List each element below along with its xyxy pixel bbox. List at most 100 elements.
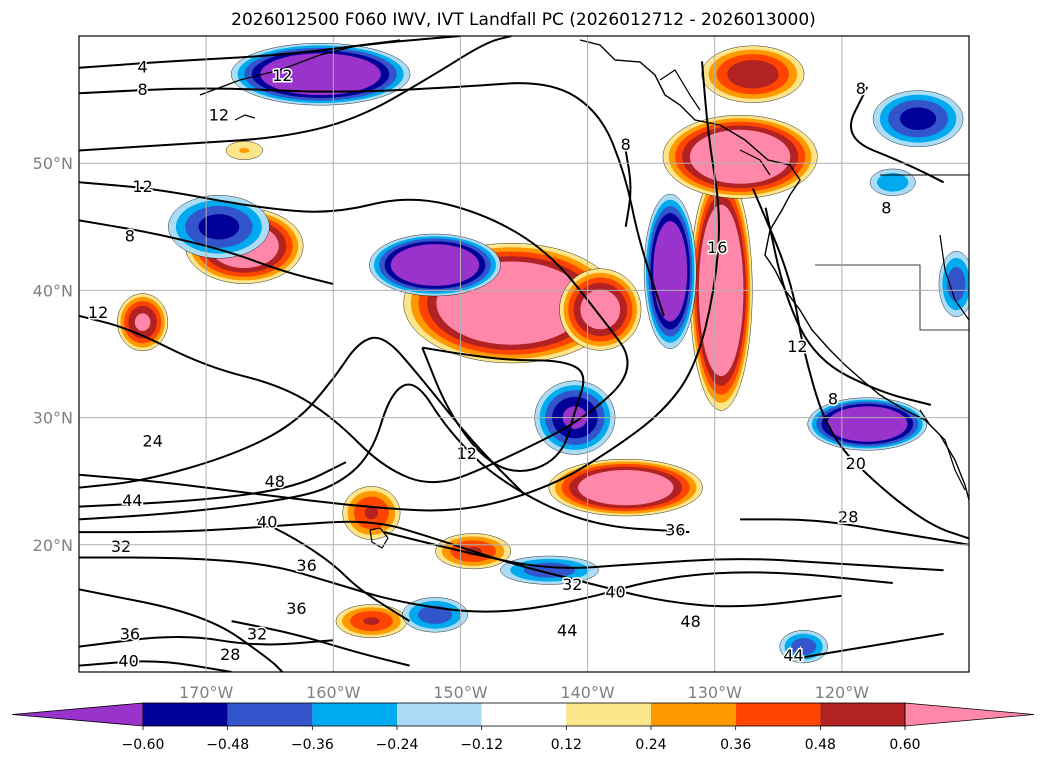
contour-label-18: 20 (846, 454, 866, 473)
contour-label-1: 8 (138, 80, 148, 99)
contour-label-4: 8 (621, 135, 631, 154)
contour-label-2: 12 (272, 66, 292, 85)
colorbar-label-6: 0.24 (635, 737, 666, 753)
contour-label-29: 32 (247, 625, 267, 644)
colorbar-bin-0 (143, 703, 228, 726)
field-patch-12-4 (390, 244, 480, 286)
colorbar-bin-6 (651, 703, 736, 726)
field-patch-16-3 (198, 214, 240, 240)
contour-label-31: 44 (783, 646, 803, 665)
iwv-field (117, 42, 969, 664)
contour-label-26: 48 (680, 612, 700, 631)
y-tick-label-1: 40°N (33, 281, 73, 300)
colorbar-bin-8 (820, 703, 905, 726)
colorbar-bin-3 (397, 703, 482, 726)
field-patch-19-3 (900, 107, 937, 130)
x-tick-label-5: 120°W (815, 683, 870, 702)
contour-label-6: 8 (125, 227, 135, 246)
field-patch-13-4 (260, 53, 381, 96)
field-patch-15-4 (827, 406, 908, 442)
colorbar: −0.60 −0.48 −0.36 −0.24 −0.12 0.12 0.24 0.36 0.4… (11, 702, 1035, 753)
contour-line-13 (256, 518, 411, 622)
colorbar-label-2: −0.36 (291, 737, 334, 753)
contour-line-17 (79, 588, 284, 672)
contour-label-11: 12 (787, 337, 807, 356)
contour-label-13: 24 (143, 431, 163, 450)
field-patch-11-1 (239, 148, 250, 153)
field-patch-10-3 (727, 59, 779, 89)
contour-line-23 (421, 346, 585, 473)
colorbar-label-0: −0.60 (122, 737, 165, 753)
contour-line-11 (383, 531, 944, 572)
colorbar-label-9: 0.60 (889, 737, 920, 753)
contour-line-14 (231, 620, 410, 667)
colorbar-bin-2 (312, 703, 397, 726)
contour-line-22 (850, 86, 945, 184)
field-patch-14-4 (653, 221, 688, 322)
contour-label-3: 12 (209, 106, 229, 125)
field-patch-20-2 (947, 266, 966, 302)
field-patch-3-4 (689, 129, 791, 184)
contour-line-4 (79, 219, 334, 285)
contour-line-9 (79, 461, 347, 508)
field-patch-1-4 (580, 289, 621, 330)
chart-title: 2026012500 F060 IWV, IVT Landfall PC (20… (231, 10, 816, 30)
contour-line-1 (79, 82, 665, 317)
contour-line-5 (624, 150, 632, 227)
contour-label-8: 16 (707, 238, 727, 257)
contour-label-28: 36 (120, 625, 140, 644)
field-patch-21-1 (877, 173, 909, 192)
contour-label-23: 32 (562, 575, 582, 594)
contour-line-21 (790, 632, 944, 661)
contour-line-8 (79, 383, 690, 534)
contour-label-5: 12 (132, 177, 152, 196)
y-tick-label-0: 50°N (33, 154, 73, 173)
colorbar-extend-max (904, 702, 1035, 727)
map-frame (78, 35, 970, 673)
contour-line-18 (740, 518, 969, 546)
contour-line-12 (79, 556, 893, 613)
contour-label-14: 12 (457, 444, 477, 463)
colorbar-extend-min (11, 702, 144, 727)
contour-label-16: 44 (122, 491, 142, 510)
contour-label-19: 28 (838, 508, 858, 527)
contour-label-9: 8 (856, 79, 866, 98)
colorbar-label-3: −0.24 (376, 737, 419, 753)
contour-label-27: 44 (557, 621, 577, 640)
ivt-contours: 4812128128121688128241248444020283632363… (79, 36, 969, 672)
field-patch-4-4 (578, 470, 674, 506)
contour-label-17: 40 (257, 513, 277, 532)
y-tick-label-3: 20°N (33, 536, 73, 555)
colorbar-bin-7 (735, 703, 821, 726)
field-patch-6-4 (134, 313, 151, 332)
contour-label-30: 28 (220, 645, 240, 664)
contour-label-0: 4 (138, 57, 148, 76)
contour-label-10: 8 (881, 199, 891, 218)
colorbar-label-7: 0.36 (720, 737, 751, 753)
contour-label-21: 32 (111, 537, 131, 556)
contour-label-20: 36 (665, 520, 685, 539)
colorbar-label-5: 0.12 (551, 737, 582, 753)
contour-line-19 (751, 188, 969, 540)
contour-label-12: 8 (828, 389, 838, 408)
contour-label-24: 40 (605, 583, 625, 602)
colorbar-frame (142, 702, 906, 727)
contour-label-32: 40 (118, 651, 138, 670)
contour-label-7: 12 (88, 303, 108, 322)
colorbar-bin-4 (481, 703, 567, 726)
colorbar-label-4: −0.12 (460, 737, 503, 753)
contour-line-15 (79, 636, 334, 648)
x-tick-label-3: 140°W (560, 683, 615, 702)
x-tick-label-4: 130°W (688, 683, 743, 702)
contour-line-10 (79, 520, 843, 608)
y-tick-label-2: 30°N (33, 409, 73, 428)
contour-label-15: 48 (265, 472, 285, 491)
contour-line-0 (79, 36, 461, 69)
field-patch-23-2 (791, 638, 817, 656)
contour-label-25: 36 (286, 599, 306, 618)
contour-line-20 (764, 207, 932, 406)
contour-line-2 (79, 181, 629, 484)
contour-label-22: 36 (296, 556, 316, 575)
x-tick-label-1: 160°W (306, 683, 361, 702)
